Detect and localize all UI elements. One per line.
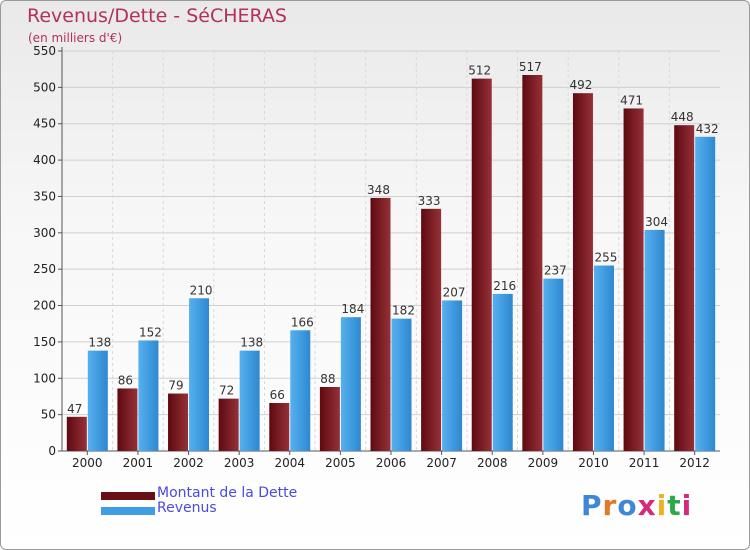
bar-debt-2000 — [66, 416, 87, 451]
x-tick-label: 2011 — [629, 456, 660, 470]
bar-revenue-2006 — [391, 318, 412, 451]
legend-swatch-debt — [101, 492, 155, 500]
data-label-revenue-2000: 138 — [88, 336, 111, 350]
bar-revenue-2005 — [340, 317, 361, 451]
x-tick-label: 2009 — [528, 456, 559, 470]
bar-revenue-2003 — [239, 350, 260, 451]
x-tick-label: 2003 — [224, 456, 255, 470]
data-label-revenue-2009: 237 — [544, 264, 567, 278]
y-tick-label: 550 — [33, 44, 56, 58]
y-tick-label: 250 — [33, 262, 56, 276]
data-label-debt-2006: 348 — [367, 183, 390, 197]
bar-debt-2006 — [370, 197, 391, 451]
data-label-debt-2009: 517 — [519, 60, 542, 74]
proxiti-logo: Proxiti — [581, 489, 693, 522]
bar-revenue-2012 — [695, 136, 716, 451]
x-tick-label: 2002 — [173, 456, 204, 470]
y-tick-label: 300 — [33, 226, 56, 240]
data-label-revenue-2007: 207 — [443, 285, 466, 299]
y-tick-label: 200 — [33, 299, 56, 313]
legend-label-debt: Montant de la Dette — [157, 485, 298, 501]
bar-debt-2002 — [168, 393, 189, 451]
bar-debt-2008 — [471, 78, 492, 452]
x-tick-label: 2010 — [578, 456, 609, 470]
x-tick-label: 2007 — [426, 456, 457, 470]
data-label-debt-2001: 86 — [118, 373, 133, 387]
bar-revenue-2009 — [543, 278, 564, 451]
bar-debt-2009 — [522, 75, 543, 451]
data-label-revenue-2004: 166 — [291, 315, 314, 329]
data-label-revenue-2006: 182 — [392, 304, 415, 318]
legend-swatch-revenue — [101, 507, 155, 515]
bar-revenue-2008 — [492, 293, 513, 451]
y-tick-label: 150 — [33, 335, 56, 349]
data-label-revenue-2001: 152 — [139, 325, 162, 339]
data-label-revenue-2011: 304 — [645, 215, 668, 229]
data-label-revenue-2003: 138 — [240, 336, 263, 350]
bar-debt-2004 — [269, 403, 290, 451]
y-tick-label: 0 — [48, 444, 56, 458]
y-tick-label: 50 — [41, 408, 56, 422]
data-label-debt-2000: 47 — [67, 402, 82, 416]
bar-revenue-2010 — [593, 265, 614, 451]
data-label-debt-2007: 333 — [418, 194, 441, 208]
bar-debt-2011 — [623, 108, 644, 452]
bar-revenue-2004 — [290, 330, 311, 451]
y-tick-label: 450 — [33, 117, 56, 131]
data-label-revenue-2002: 210 — [190, 283, 213, 297]
y-tick-label: 100 — [33, 371, 56, 385]
bar-debt-2003 — [218, 398, 239, 451]
bar-revenue-2007 — [442, 300, 463, 451]
bar-debt-2012 — [674, 125, 695, 451]
x-tick-label: 2000 — [72, 456, 103, 470]
x-tick-label: 2012 — [679, 456, 710, 470]
bar-debt-2001 — [117, 388, 138, 451]
bar-revenue-2002 — [189, 298, 210, 451]
data-label-debt-2008: 512 — [468, 64, 491, 78]
bar-debt-2010 — [572, 93, 593, 451]
data-label-debt-2011: 471 — [620, 93, 643, 107]
x-tick-label: 2008 — [477, 456, 508, 470]
x-tick-label: 2005 — [325, 456, 356, 470]
data-label-revenue-2008: 216 — [493, 279, 516, 293]
legend-label-revenue: Revenus — [157, 500, 217, 516]
bar-debt-2005 — [319, 387, 340, 451]
x-tick-label: 2001 — [123, 456, 154, 470]
bar-revenue-2001 — [138, 340, 159, 451]
bar-revenue-2011 — [644, 229, 665, 451]
y-tick-label: 350 — [33, 189, 56, 203]
x-tick-label: 2006 — [376, 456, 407, 470]
data-label-debt-2010: 492 — [570, 78, 593, 92]
data-label-debt-2004: 66 — [270, 388, 285, 402]
x-tick-label: 2004 — [274, 456, 305, 470]
bar-debt-2007 — [421, 208, 442, 451]
data-label-debt-2002: 79 — [168, 379, 183, 393]
data-label-revenue-2005: 184 — [341, 302, 364, 316]
chart-title: Revenus/Dette - SéCHERAS — [27, 5, 287, 27]
y-tick-label: 400 — [33, 153, 56, 167]
y-tick-label: 500 — [33, 80, 56, 94]
data-label-debt-2012: 448 — [671, 110, 694, 124]
bar-revenue-2000 — [87, 350, 108, 451]
data-label-debt-2005: 88 — [320, 372, 335, 386]
data-label-debt-2003: 72 — [219, 384, 234, 398]
chart-subtitle: (en milliers d'€) — [28, 31, 123, 45]
data-label-revenue-2012: 432 — [696, 122, 719, 136]
data-label-revenue-2010: 255 — [595, 251, 618, 265]
